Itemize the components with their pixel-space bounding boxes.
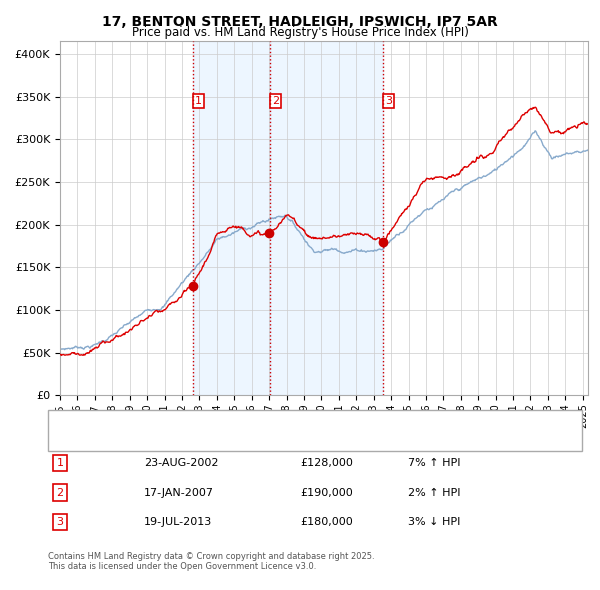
Text: HPI: Average price, semi-detached house, Babergh: HPI: Average price, semi-detached house,… xyxy=(89,437,338,446)
Text: 1: 1 xyxy=(56,458,64,468)
Text: £180,000: £180,000 xyxy=(300,517,353,527)
Text: 23-AUG-2002: 23-AUG-2002 xyxy=(144,458,218,468)
Text: 1: 1 xyxy=(195,96,202,106)
Text: 3: 3 xyxy=(385,96,392,106)
Text: 17, BENTON STREET, HADLEIGH, IPSWICH, IP7 5AR: 17, BENTON STREET, HADLEIGH, IPSWICH, IP… xyxy=(102,15,498,29)
Text: £190,000: £190,000 xyxy=(300,488,353,497)
Text: Contains HM Land Registry data © Crown copyright and database right 2025.
This d: Contains HM Land Registry data © Crown c… xyxy=(48,552,374,571)
Bar xyxy=(270,41,383,395)
Text: £128,000: £128,000 xyxy=(300,458,353,468)
Text: Price paid vs. HM Land Registry's House Price Index (HPI): Price paid vs. HM Land Registry's House … xyxy=(131,26,469,39)
Text: 3% ↓ HPI: 3% ↓ HPI xyxy=(408,517,460,527)
Text: 19-JUL-2013: 19-JUL-2013 xyxy=(144,517,212,527)
Text: 7% ↑ HPI: 7% ↑ HPI xyxy=(408,458,461,468)
Bar xyxy=(193,41,270,395)
Text: 2: 2 xyxy=(56,488,64,497)
Text: 2% ↑ HPI: 2% ↑ HPI xyxy=(408,488,461,497)
Text: 2: 2 xyxy=(272,96,279,106)
Text: 3: 3 xyxy=(56,517,64,527)
Text: 17-JAN-2007: 17-JAN-2007 xyxy=(144,488,214,497)
Text: 17, BENTON STREET, HADLEIGH, IPSWICH, IP7 5AR (semi-detached house): 17, BENTON STREET, HADLEIGH, IPSWICH, IP… xyxy=(89,411,454,421)
